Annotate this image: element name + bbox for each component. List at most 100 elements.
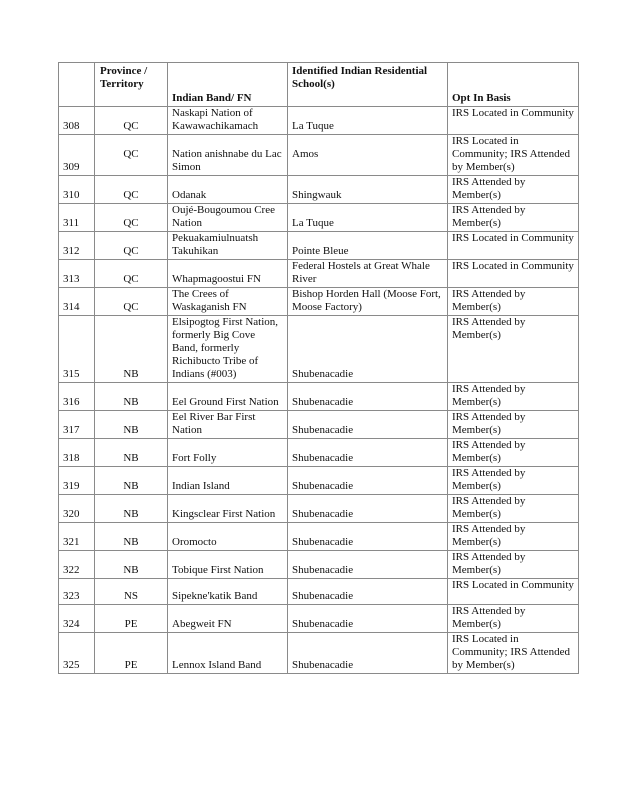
row-number: 322 xyxy=(58,550,95,579)
opt-in-basis-cell: IRS Attended by Member(s) xyxy=(447,410,579,439)
band-cell: Kingsclear First Nation xyxy=(167,494,288,523)
band-cell: Whapmagoostui FN xyxy=(167,259,288,288)
opt-in-basis-cell: IRS Located in Community; IRS Attended b… xyxy=(447,632,579,674)
school-cell: Federal Hostels at Great Whale River xyxy=(287,259,448,288)
province-cell: NB xyxy=(94,382,168,411)
row-number: 325 xyxy=(58,632,95,674)
table-row: 313 QC Whapmagoostui FN Federal Hostels at … xyxy=(58,259,579,288)
band-cell: Naskapi Nation of Kawawachikamach xyxy=(167,106,288,135)
opt-in-basis-cell: IRS Attended by Member(s) xyxy=(447,287,579,316)
opt-in-basis-cell: IRS Attended by Member(s) xyxy=(447,382,579,411)
province-cell: NB xyxy=(94,550,168,579)
opt-in-basis-cell: IRS Attended by Member(s) xyxy=(447,494,579,523)
band-cell: Abegweit FN xyxy=(167,604,288,633)
province-cell: QC xyxy=(94,175,168,204)
band-cell: Indian Island xyxy=(167,466,288,495)
row-number: 319 xyxy=(58,466,95,495)
province-cell: NB xyxy=(94,315,168,383)
table-row: 315 NB Elsipogtog First Nation, formerly B… xyxy=(58,315,579,383)
row-number: 310 xyxy=(58,175,95,204)
school-cell: Shubenacadie xyxy=(287,522,448,551)
header-opt-in-basis: Opt In Basis xyxy=(447,62,579,107)
opt-in-basis-cell: IRS Located in Community xyxy=(447,231,579,260)
school-cell: Shubenacadie xyxy=(287,632,448,674)
province-cell: QC xyxy=(94,231,168,260)
row-number: 313 xyxy=(58,259,95,288)
province-cell: QC xyxy=(94,287,168,316)
row-number: 316 xyxy=(58,382,95,411)
band-cell: Fort Folly xyxy=(167,438,288,467)
opt-in-basis-cell: IRS Attended by Member(s) xyxy=(447,550,579,579)
table-row: 317 NB Eel River Bar First Nation Shubenaca… xyxy=(58,410,579,439)
band-cell: Lennox Island Band xyxy=(167,632,288,674)
row-number: 320 xyxy=(58,494,95,523)
province-cell: NB xyxy=(94,466,168,495)
province-cell: PE xyxy=(94,604,168,633)
school-cell: Shingwauk xyxy=(287,175,448,204)
row-number: 309 xyxy=(58,134,95,176)
province-cell: QC xyxy=(94,259,168,288)
province-cell: NS xyxy=(94,578,168,605)
band-cell: Nation anishnabe du Lac Simon xyxy=(167,134,288,176)
table-row: 319 NB Indian Island Shubenacadie IRS Attend… xyxy=(58,466,579,495)
table-row: 322 NB Tobique First Nation Shubenacadie IRS… xyxy=(58,550,579,579)
school-cell: Shubenacadie xyxy=(287,550,448,579)
band-cell: Odanak xyxy=(167,175,288,204)
header-band: Indian Band/ FN xyxy=(167,62,288,107)
opt-in-basis-cell: IRS Attended by Member(s) xyxy=(447,203,579,232)
table-row: 324 PE Abegweit FN Shubenacadie IRS Attended… xyxy=(58,604,579,633)
table-row: 316 NB Eel Ground First Nation Shubenacadie… xyxy=(58,382,579,411)
table-row: 325 PE Lennox Island Band Shubenacadie IRS L… xyxy=(58,632,579,674)
school-cell: Shubenacadie xyxy=(287,578,448,605)
table-row: 320 NB Kingsclear First Nation Shubenacadie… xyxy=(58,494,579,523)
opt-in-basis-cell: IRS Attended by Member(s) xyxy=(447,175,579,204)
school-cell: Bishop Horden Hall (Moose Fort, Moose Fa… xyxy=(287,287,448,316)
row-number: 318 xyxy=(58,438,95,467)
table-row: 314 QC The Crees of Waskaganish FN Bishop H… xyxy=(58,287,579,316)
table-row: 310 QC Odanak Shingwauk IRS Attended by Memb… xyxy=(58,175,579,204)
band-cell: Pekuakamiulnuatsh Takuhikan xyxy=(167,231,288,260)
header-number xyxy=(58,62,95,107)
school-cell: Shubenacadie xyxy=(287,494,448,523)
province-cell: NB xyxy=(94,522,168,551)
table-header-row: Province / Territory Indian Band/ FN Ide… xyxy=(58,62,579,107)
band-cell: Tobique First Nation xyxy=(167,550,288,579)
opt-in-basis-cell: IRS Attended by Member(s) xyxy=(447,522,579,551)
province-cell: PE xyxy=(94,632,168,674)
header-province: Province / Territory xyxy=(94,62,168,107)
province-cell: NB xyxy=(94,494,168,523)
opt-in-basis-cell: IRS Attended by Member(s) xyxy=(447,466,579,495)
header-school: Identified Indian Residential School(s) xyxy=(287,62,448,107)
band-cell: Sipekne'katik Band xyxy=(167,578,288,605)
opt-in-basis-cell: IRS Attended by Member(s) xyxy=(447,438,579,467)
row-number: 317 xyxy=(58,410,95,439)
school-cell: Shubenacadie xyxy=(287,604,448,633)
province-cell: NB xyxy=(94,410,168,439)
school-cell: Pointe Bleue xyxy=(287,231,448,260)
row-number: 311 xyxy=(58,203,95,232)
province-cell: QC xyxy=(94,203,168,232)
band-cell: Eel River Bar First Nation xyxy=(167,410,288,439)
opt-in-basis-cell: IRS Located in Community xyxy=(447,259,579,288)
band-cell: Eel Ground First Nation xyxy=(167,382,288,411)
band-cell: The Crees of Waskaganish FN xyxy=(167,287,288,316)
table-row: 312 QC Pekuakamiulnuatsh Takuhikan Pointe B… xyxy=(58,231,579,260)
province-cell: QC xyxy=(94,134,168,176)
table-row: 321 NB Oromocto Shubenacadie IRS Attended by… xyxy=(58,522,579,551)
row-number: 314 xyxy=(58,287,95,316)
table-body: 308 QC Naskapi Nation of Kawawachikamach La… xyxy=(58,106,579,674)
opt-in-basis-cell: IRS Located in Community xyxy=(447,106,579,135)
opt-in-basis-cell: IRS Attended by Member(s) xyxy=(447,315,579,383)
province-cell: NB xyxy=(94,438,168,467)
school-cell: La Tuque xyxy=(287,203,448,232)
row-number: 308 xyxy=(58,106,95,135)
school-cell: La Tuque xyxy=(287,106,448,135)
opt-in-basis-cell: IRS Attended by Member(s) xyxy=(447,604,579,633)
residential-schools-table: Province / Territory Indian Band/ FN Ide… xyxy=(58,62,579,674)
school-cell: Shubenacadie xyxy=(287,438,448,467)
band-cell: Elsipogtog First Nation, formerly Big Co… xyxy=(167,315,288,383)
opt-in-basis-cell: IRS Located in Community xyxy=(447,578,579,605)
row-number: 324 xyxy=(58,604,95,633)
table-row: 311 QC Oujé-Bougoumou Cree Nation La Tuque I… xyxy=(58,203,579,232)
table-row: 308 QC Naskapi Nation of Kawawachikamach La… xyxy=(58,106,579,135)
